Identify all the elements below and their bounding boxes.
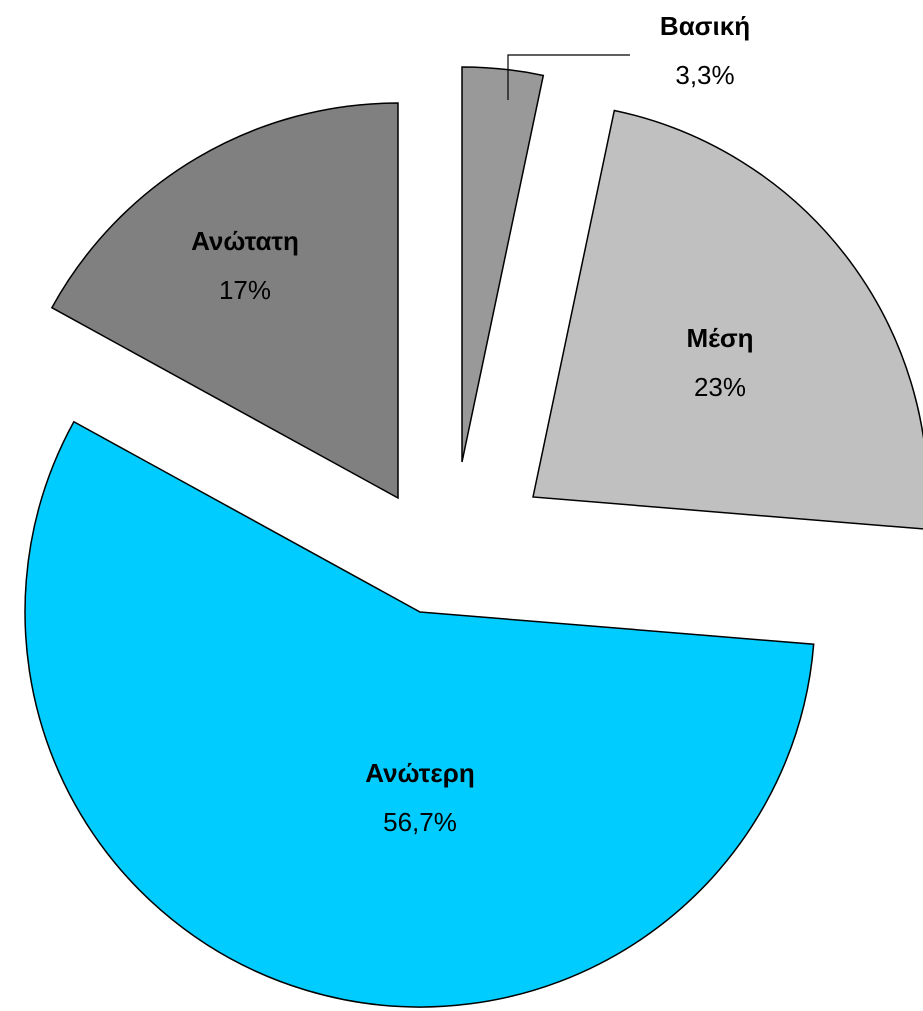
pie-slice — [532, 109, 923, 530]
pie-slice — [50, 102, 399, 500]
slice-name: Ανώτερη — [365, 758, 474, 788]
pie-slice — [461, 66, 545, 463]
slice-value-label: 3,3% — [675, 60, 734, 90]
slice-value-label: 23% — [694, 372, 746, 402]
slice-value-label: 56,7% — [383, 807, 457, 837]
slice-name: Ανώτατη — [191, 226, 299, 256]
leader-line — [507, 54, 630, 100]
slice-value-label: 17% — [219, 275, 271, 305]
slice-name: Μέση — [686, 323, 753, 353]
slice-name: Βασική — [660, 11, 750, 41]
pie-slice — [24, 420, 815, 1008]
